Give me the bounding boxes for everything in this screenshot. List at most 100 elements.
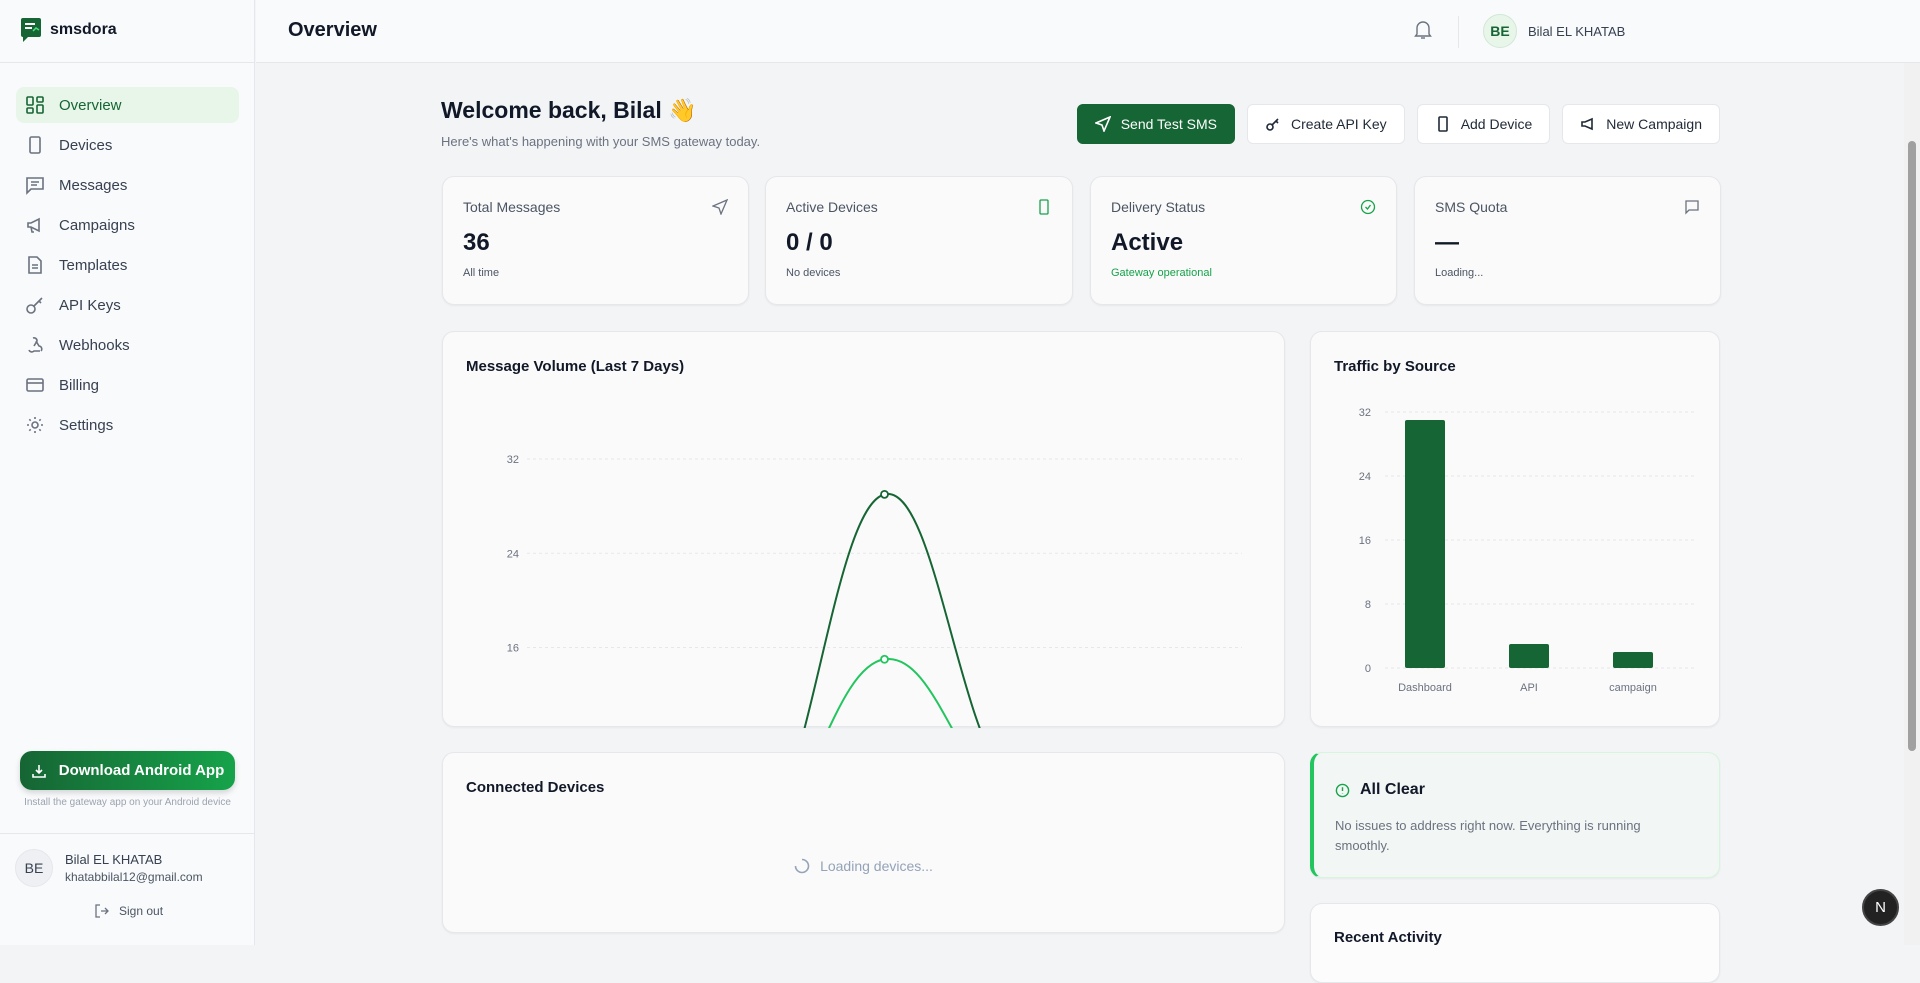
sidebar-item-api-keys[interactable]: API Keys	[16, 287, 239, 323]
sidebar-nav: Overview Devices Messages Campaigns Temp…	[16, 87, 239, 447]
logo[interactable]: smsdora	[20, 17, 117, 43]
y-tick-label: 24	[1359, 471, 1371, 483]
stat-label: Total Messages	[463, 199, 561, 215]
stat-label: Active Devices	[786, 199, 878, 215]
download-android-app-button[interactable]: Download Android App	[20, 751, 235, 790]
traffic-by-source-card: Traffic by Source 0 8 16 24 32 Dashboard API ca…	[1310, 331, 1720, 727]
sidebar-item-webhooks[interactable]: Webhooks	[16, 327, 239, 363]
grid-icon	[26, 96, 44, 114]
send-test-sms-button[interactable]: Send Test SMS	[1076, 104, 1235, 144]
scrollbar-thumb[interactable]	[1908, 141, 1916, 751]
new-campaign-button[interactable]: New Campaign	[1562, 104, 1720, 144]
traffic-by-source-chart: 0 8 16 24 32 Dashboard API campaign	[1359, 407, 1697, 694]
sidebar-user: BE Bilal EL KHATAB khatabbilal12@gmail.co…	[15, 849, 203, 887]
spinner-icon	[794, 858, 810, 874]
sidebar-item-campaigns[interactable]: Campaigns	[16, 207, 239, 243]
bar-dashboard	[1405, 420, 1445, 668]
y-tick-label: 32	[1359, 407, 1371, 419]
header-user-name[interactable]: Bilal EL KHATAB	[1528, 24, 1626, 39]
page-title: Overview	[288, 19, 377, 41]
welcome-subtitle: Here's what's happening with your SMS ga…	[441, 134, 761, 149]
sidebar-header	[0, 0, 255, 63]
y-tick-label: 24	[507, 548, 519, 560]
logout-icon	[95, 904, 109, 918]
user-email: khatabbilal12@gmail.com	[65, 870, 203, 884]
divider	[1458, 16, 1459, 48]
sidebar-item-devices[interactable]: Devices	[16, 127, 239, 163]
add-device-button[interactable]: Add Device	[1416, 104, 1551, 144]
y-tick-label: 8	[1365, 599, 1371, 611]
bar-campaign	[1613, 652, 1653, 668]
welcome-title: Welcome back, Bilal 👋	[441, 97, 697, 123]
sidebar-item-label: Campaigns	[59, 216, 135, 234]
avatar: BE	[15, 849, 53, 887]
alert-text: No issues to address right now. Everythi…	[1335, 818, 1641, 853]
key-icon	[26, 297, 43, 314]
check-circle-icon	[1360, 199, 1376, 215]
download-icon	[31, 764, 46, 778]
chart-title: Traffic by Source	[1334, 358, 1456, 375]
data-point-delivered	[880, 654, 889, 664]
phone-icon	[1437, 116, 1448, 132]
sidebar-item-billing[interactable]: Billing	[16, 367, 239, 403]
all-clear-alert: All Clear No issues to address right now…	[1310, 752, 1720, 878]
key-icon	[1266, 118, 1279, 131]
x-tick-label: Dashboard	[1398, 682, 1452, 694]
message-square-icon	[1685, 200, 1699, 215]
stat-sub: Gateway operational	[1111, 267, 1212, 279]
user-name: Bilal EL KHATAB	[65, 852, 163, 867]
scrollbar[interactable]	[1904, 63, 1920, 945]
top-header: Overview	[256, 0, 1920, 63]
megaphone-icon	[27, 217, 40, 233]
credit-card-icon	[26, 378, 44, 392]
download-label: Download Android App	[58, 762, 225, 779]
sidebar-item-label: Messages	[59, 176, 128, 194]
series-line-delivered	[828, 658, 953, 728]
card-title: Connected Devices	[466, 779, 605, 796]
stat-sub: Loading...	[1435, 267, 1484, 279]
sign-out-label: Sign out	[119, 904, 164, 918]
loading-text: Loading devices...	[820, 858, 933, 874]
sidebar-item-label: Settings	[59, 416, 114, 434]
sidebar-item-label: Webhooks	[59, 336, 130, 354]
stat-value: —	[1435, 229, 1459, 256]
y-tick-label: 16	[1359, 535, 1371, 547]
stat-card-active-devices: Active Devices 0 / 0 No devices	[765, 176, 1073, 305]
bell-icon[interactable]	[1414, 20, 1432, 40]
send-icon	[1094, 116, 1111, 132]
stat-value: 0 / 0	[786, 229, 833, 256]
stat-label: SMS Quota	[1435, 199, 1508, 215]
bar-api	[1509, 644, 1549, 668]
divider	[0, 833, 255, 834]
sidebar-item-overview[interactable]: Overview	[16, 87, 239, 123]
data-point-total	[880, 489, 889, 499]
webhook-icon	[28, 337, 43, 353]
logo-icon	[21, 18, 41, 42]
quick-actions: Send Test SMS Create API Key Add Device …	[1076, 104, 1720, 144]
connected-devices-card: Connected Devices Loading devices...	[442, 752, 1285, 933]
sidebar-item-messages[interactable]: Messages	[16, 167, 239, 203]
header-avatar[interactable]: BE	[1483, 14, 1517, 48]
recent-activity-card: Recent Activity	[1310, 903, 1720, 983]
series-line-total	[803, 493, 981, 728]
y-tick-label: 16	[507, 643, 519, 655]
file-icon	[28, 256, 42, 274]
sidebar-item-label: Templates	[59, 256, 128, 274]
alert-circle-icon	[1335, 783, 1350, 797]
sidebar-item-templates[interactable]: Templates	[16, 247, 239, 283]
stat-sub: No devices	[786, 267, 841, 279]
download-caption: Install the gateway app on your Android …	[24, 797, 231, 808]
alert-title: All Clear	[1360, 781, 1425, 798]
sidebar-item-settings[interactable]: Settings	[16, 407, 239, 443]
send-icon	[712, 199, 728, 215]
x-tick-label: API	[1520, 682, 1538, 694]
message-volume-card: Message Volume (Last 7 Days) 08162432Tue…	[442, 331, 1285, 728]
next-dev-badge[interactable]: N	[1862, 889, 1899, 926]
stat-card-sms-quota: SMS Quota — Loading...	[1414, 176, 1721, 305]
button-label: Send Test SMS	[1120, 116, 1217, 132]
create-api-key-button[interactable]: Create API Key	[1246, 104, 1405, 144]
brand-name: smsdora	[50, 21, 117, 38]
devices-loading: Loading devices...	[443, 858, 1284, 874]
sign-out-button[interactable]: Sign out	[95, 904, 163, 918]
button-label: Add Device	[1460, 116, 1533, 132]
